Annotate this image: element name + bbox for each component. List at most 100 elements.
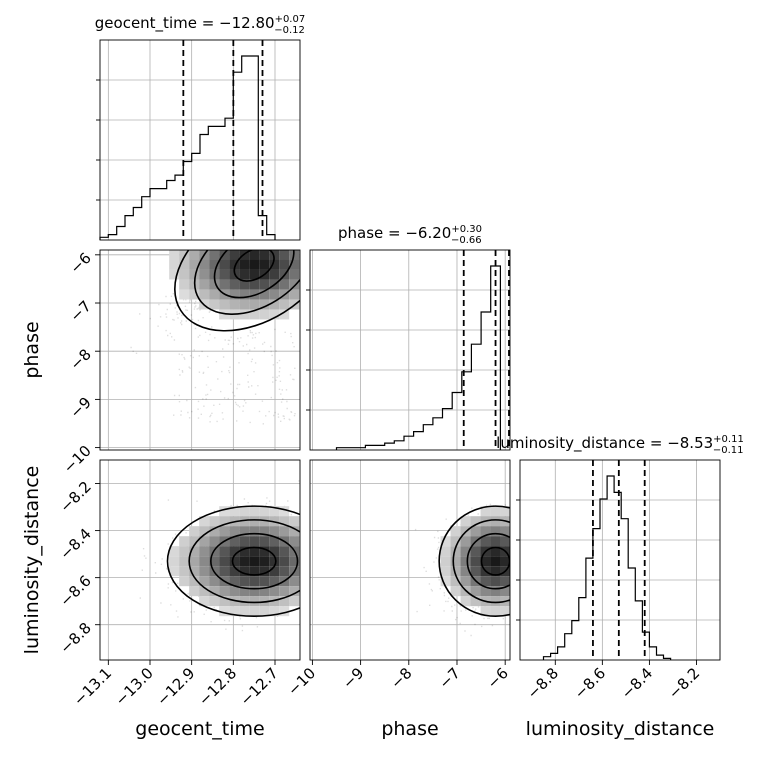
density-cell xyxy=(440,536,451,547)
density-cell xyxy=(219,546,230,557)
density-cell xyxy=(500,606,510,617)
y-tick-label: −8.2 xyxy=(56,478,94,516)
density-cell xyxy=(521,516,531,526)
density-cell xyxy=(199,219,209,229)
density-cell xyxy=(219,269,230,280)
density-cell xyxy=(450,576,461,587)
density-cell xyxy=(289,259,300,270)
density-cell xyxy=(239,239,249,249)
density-cell xyxy=(440,576,451,587)
density-cell xyxy=(239,516,250,527)
density-cell xyxy=(189,546,200,557)
density-cell xyxy=(299,289,300,300)
density-cell xyxy=(249,596,260,607)
density-cell xyxy=(319,249,329,259)
contour-level-1 xyxy=(213,250,295,299)
density-cell xyxy=(179,546,190,557)
density-cell xyxy=(249,576,260,587)
contour-level-3 xyxy=(174,250,300,332)
density-cell xyxy=(289,219,299,229)
density-cell xyxy=(269,566,280,577)
density-cell xyxy=(541,536,551,546)
density-cell xyxy=(309,536,319,546)
histogram-phase xyxy=(335,265,501,450)
density-cell xyxy=(239,219,249,229)
density-cell xyxy=(299,239,309,249)
density-cell xyxy=(239,576,250,587)
density-cell xyxy=(319,239,329,249)
density-cell xyxy=(450,556,461,567)
density-cell xyxy=(490,506,501,517)
density-cell xyxy=(309,289,319,299)
density-cell xyxy=(179,239,189,249)
x-tick-label: −12.9 xyxy=(153,664,198,709)
density-cell xyxy=(511,576,521,586)
density-cell xyxy=(279,556,290,567)
density-cell xyxy=(189,259,200,270)
density-cell xyxy=(279,209,289,219)
density-cell xyxy=(269,546,280,557)
density-cell xyxy=(480,506,491,517)
density-cell xyxy=(269,606,280,617)
density-cell xyxy=(319,259,329,269)
density-cell xyxy=(189,526,200,537)
density-cell xyxy=(239,209,249,219)
density-cell xyxy=(249,219,259,229)
density-cell xyxy=(440,556,451,567)
density-cell xyxy=(521,536,531,546)
density-cell xyxy=(179,259,190,270)
density-cell xyxy=(490,516,501,527)
density-cell xyxy=(199,536,210,547)
density-cell xyxy=(199,279,210,290)
panel-frame xyxy=(519,459,721,661)
density-cell xyxy=(249,209,259,219)
density-cell xyxy=(319,556,329,566)
density-cell xyxy=(169,250,180,260)
density-cell xyxy=(249,239,259,249)
density-cell xyxy=(259,586,270,597)
density-cell xyxy=(329,546,339,556)
density-cell xyxy=(209,576,220,587)
density-cell xyxy=(249,606,260,617)
density-cell xyxy=(490,546,501,557)
density-cell xyxy=(239,289,250,300)
density-cell xyxy=(299,526,300,537)
density-cell xyxy=(511,566,521,576)
panel-frame xyxy=(99,39,301,241)
contour-level-3 xyxy=(438,505,510,618)
density-cell xyxy=(309,239,319,249)
density-cell xyxy=(490,596,501,607)
title-geocent_time: geocent_time = −12.80+0.07 −0.12 xyxy=(95,14,305,36)
density-cell xyxy=(209,219,219,229)
density-cell xyxy=(531,566,541,576)
density-cell xyxy=(209,299,220,310)
density-cell xyxy=(279,546,290,557)
density-cell xyxy=(450,586,461,597)
density-cell xyxy=(289,279,300,290)
density-cell xyxy=(239,279,250,290)
density-cell xyxy=(239,586,250,597)
density-cell xyxy=(309,556,319,566)
x-tick-label: −8.2 xyxy=(665,664,703,702)
x-tick-label: −13.0 xyxy=(112,664,157,709)
density-cell xyxy=(299,259,300,270)
density-cell xyxy=(309,586,319,596)
contour-level-1 xyxy=(210,532,299,590)
density-cell xyxy=(239,229,249,239)
density-cell xyxy=(259,546,270,557)
density-cell xyxy=(199,289,210,300)
density-cell xyxy=(189,576,200,587)
density-cell xyxy=(309,269,319,279)
density-panel-phase-luminosity_distance xyxy=(309,459,551,661)
x-axis-label-phase: phase xyxy=(381,718,438,740)
density-cell xyxy=(219,229,229,239)
density-cell xyxy=(219,596,230,607)
contour-level-0 xyxy=(233,250,275,282)
panel-frame xyxy=(309,249,511,451)
density-cell xyxy=(199,239,209,249)
density-cell xyxy=(541,556,551,566)
contour-level-0 xyxy=(231,546,277,576)
density-cell xyxy=(541,546,551,556)
density-cell xyxy=(450,546,461,557)
density-cell xyxy=(269,309,280,320)
